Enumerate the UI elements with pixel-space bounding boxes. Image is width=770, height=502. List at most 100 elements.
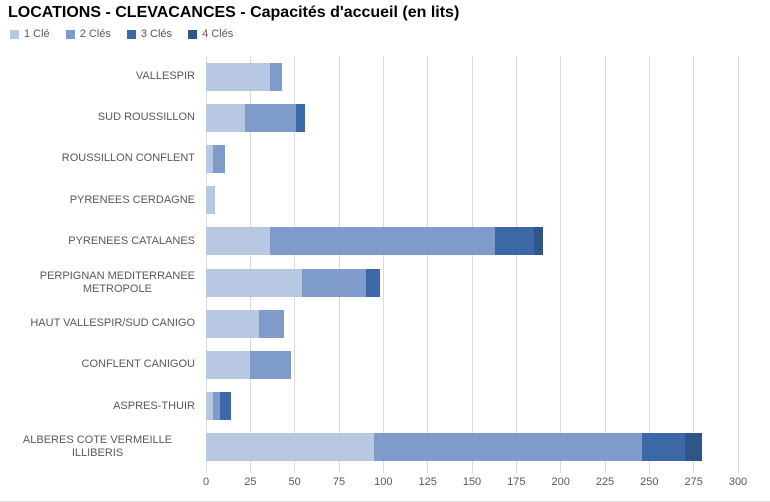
legend-swatch-icon: [126, 29, 136, 39]
bar-segment-1-cles: [206, 268, 302, 297]
x-tick-label: 300: [728, 476, 748, 488]
legend-label: 2 Clés: [79, 28, 111, 40]
x-tick-label: 275: [684, 476, 703, 488]
bar-row: [206, 386, 738, 427]
x-tick-label: 75: [332, 476, 346, 488]
bar-segment-3-cles: [220, 392, 231, 421]
category-label: ALBERES COTE VERMEILLE ILLIBERIS: [22, 434, 173, 460]
stacked-bar: [206, 433, 703, 462]
bar-segment-1-cles: [206, 186, 215, 215]
x-tick-label: 25: [244, 476, 257, 488]
gridline: [515, 56, 517, 468]
bar-segment-2-cles: [301, 268, 366, 297]
category-label: ASPRES-THUIR: [113, 399, 195, 412]
bar-segment-4-cles: [684, 433, 703, 462]
bar-segment-1-cles: [206, 227, 270, 256]
bar-segment-1-cles: [206, 62, 270, 91]
bar-segment-2-cles: [250, 350, 292, 379]
bar-row: [206, 180, 738, 221]
category-label: SUD ROUSSILLON: [97, 111, 195, 124]
stacked-bar: [206, 392, 231, 421]
category-axis: VALLESPIR SUD ROUSSILLON ROUSSILLON CONFLE…: [0, 56, 206, 468]
chart-title: LOCATIONS - CLEVACANCES - Capacités d'ac…: [8, 4, 460, 21]
gridline: [648, 56, 650, 468]
legend-label: 4 Clés: [202, 28, 234, 40]
x-tick-mark: [560, 468, 562, 473]
bar-row: [206, 344, 738, 385]
x-tick-mark: [427, 468, 429, 473]
bar-segment-1-cles: [206, 103, 245, 132]
legend-swatch-icon: [188, 29, 198, 39]
stacked-bar: [206, 350, 292, 379]
stacked-bar: [206, 186, 215, 215]
x-tick-label: 100: [374, 476, 393, 488]
gridline: [737, 56, 739, 468]
stacked-bar: [206, 268, 380, 297]
bar-row: [206, 262, 738, 303]
x-tick-label: 250: [640, 476, 659, 488]
gridline: [427, 56, 429, 468]
gridline: [604, 56, 606, 468]
stacked-bar: [206, 144, 226, 173]
x-tick-label: 225: [595, 476, 615, 488]
legend-swatch-icon: [65, 29, 75, 39]
bar-row: [206, 138, 738, 179]
x-tick-mark: [648, 468, 650, 473]
bar-segment-3-cles: [365, 268, 380, 297]
x-tick-mark: [471, 468, 473, 473]
x-tick-label: 0: [202, 476, 210, 488]
x-tick-label: 125: [418, 476, 437, 488]
category-label: ROUSSILLON CONFLENT: [61, 152, 195, 165]
bar-segment-2-cles: [213, 392, 221, 421]
legend-item-1-cles: 1 Clé: [10, 28, 50, 40]
bar-segment-1-cles: [206, 392, 214, 421]
stacked-bar: [206, 227, 543, 256]
x-tick-mark: [604, 468, 606, 473]
x-tick-mark: [693, 468, 695, 473]
legend-item-2-cles: 2 Clés: [65, 28, 111, 40]
bar-row: [206, 303, 738, 344]
x-tick-mark: [205, 468, 207, 473]
x-axis: 0 25 50 75 100 125 150 175 200 225 250 275 300: [202, 476, 747, 490]
stacked-bar: [206, 103, 306, 132]
legend: 1 Clé 2 Clés 3 Clés 4 Clés: [10, 28, 233, 40]
gridline: [560, 56, 562, 468]
category-label: PERPIGNAN MEDITERRANEE METROPOLE: [39, 269, 195, 295]
bar-segment-3-cles: [495, 227, 535, 256]
x-tick-mark: [737, 468, 739, 473]
bar-segment-2-cles: [245, 103, 297, 132]
stacked-bar: [206, 62, 283, 91]
bar-segment-2-cles: [269, 62, 283, 91]
bar-segment-1-cles: [206, 350, 251, 379]
legend-item-3-cles: 3 Clés: [126, 28, 173, 40]
category-label: PYRENEES CERDAGNE: [69, 193, 195, 206]
category-label: CONFLENT CANIGOU: [81, 358, 195, 371]
bar-row: [206, 56, 738, 97]
x-tick-label: 175: [507, 476, 526, 488]
legend-item-4-cles: 4 Clés: [188, 28, 233, 40]
bar-segment-1-cles: [206, 309, 260, 338]
gridline: [294, 56, 296, 468]
x-tick-mark: [382, 468, 384, 473]
bar-segment-1-cles: [206, 433, 375, 462]
gridline: [338, 56, 340, 468]
bar-segment-2-cles: [269, 227, 496, 256]
x-tick-label: 200: [551, 476, 570, 488]
plot-area: [205, 56, 739, 473]
legend-label: 3 Clés: [140, 28, 173, 40]
bar-row: [206, 427, 738, 468]
bar-segment-2-cles: [259, 309, 284, 338]
bar-segment-3-cles: [296, 103, 306, 132]
category-label: PYRENEES CATALANES: [68, 234, 195, 247]
bar-segment-2-cles: [213, 144, 226, 173]
bar-row: [206, 221, 738, 262]
bar-segment-1-cles: [206, 144, 214, 173]
x-tick-mark: [338, 468, 340, 473]
gridline: [471, 56, 473, 468]
gridline: [693, 56, 695, 468]
bar-segment-2-cles: [374, 433, 643, 462]
x-tick-mark: [294, 468, 296, 473]
x-tick-mark: [249, 468, 251, 473]
stacked-bar: [206, 309, 284, 338]
